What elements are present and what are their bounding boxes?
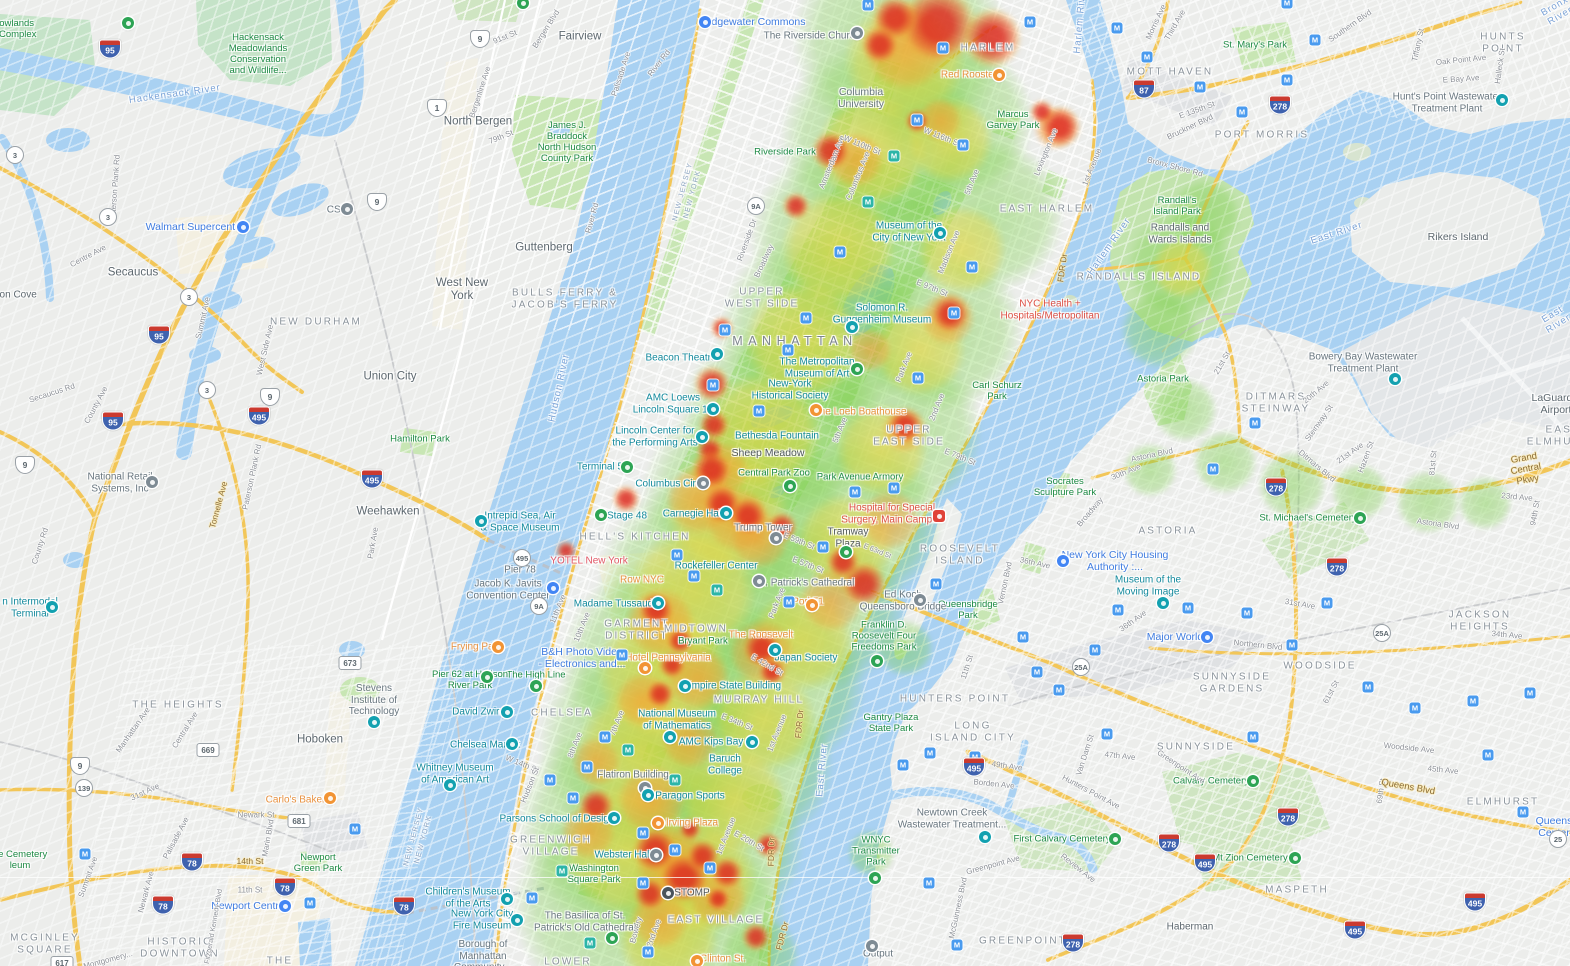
route-3 <box>0 166 304 394</box>
bruckner-expressway <box>1125 0 1523 101</box>
laguardia-airport-area <box>1340 295 1570 448</box>
tile-seam-artifact <box>0 877 1570 878</box>
tonnelle-ave <box>205 391 250 792</box>
i-78 <box>0 863 409 915</box>
route-495 <box>107 420 491 543</box>
grand-central-parkway <box>1237 437 1570 495</box>
rikers-island <box>1350 172 1545 288</box>
northern-blvd <box>1148 634 1570 656</box>
route-139 <box>0 787 304 822</box>
bqe <box>1046 468 1299 962</box>
